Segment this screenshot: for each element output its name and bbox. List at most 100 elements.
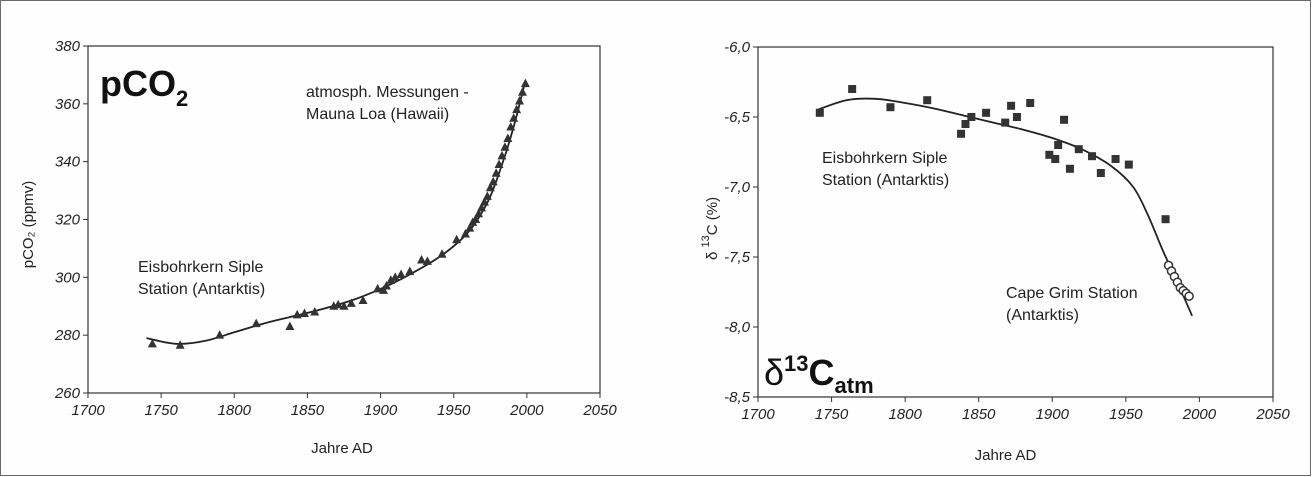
d13c-chart: 1700 1750 1800 1850 1900 1950 2000 2050 -6,0 -6,… xyxy=(700,39,1290,464)
x-tick-label: 1750 xyxy=(815,406,849,423)
x-tick-label: 1800 xyxy=(218,402,252,419)
data-point-triangle xyxy=(452,234,462,244)
data-point-triangle xyxy=(386,275,396,284)
data-point-triangle xyxy=(373,283,383,293)
data-point-triangle xyxy=(422,256,432,265)
data-point-triangle xyxy=(520,78,530,88)
data-point-triangle xyxy=(460,228,470,238)
x-tick-label: 1700 xyxy=(71,402,105,419)
annotation-mauna-loa-line-1: atmosph. Messungen - xyxy=(306,84,469,101)
data-point-triangle xyxy=(515,95,525,105)
data-point-triangle xyxy=(485,182,495,192)
data-point-triangle xyxy=(437,249,447,258)
y-tick-label: -7,0 xyxy=(724,179,751,196)
data-point-square xyxy=(1088,152,1097,161)
x-tick-label: 2050 xyxy=(582,402,617,419)
x-tick-label: 1950 xyxy=(437,402,471,419)
x-tick-label: 1750 xyxy=(144,402,178,419)
y-tick-label: 320 xyxy=(55,212,81,229)
y-tick-label: -7,5 xyxy=(724,249,751,266)
data-point-triangle xyxy=(292,309,302,319)
annotation-siple-line-1: Eisbohrkern Siple xyxy=(138,259,264,276)
x-tick-label: 2050 xyxy=(1255,406,1290,423)
data-point-triangle xyxy=(333,299,343,309)
data-point-triangle xyxy=(378,285,388,294)
x-tick-label: 1850 xyxy=(291,402,325,419)
data-point-triangle xyxy=(300,308,310,317)
data-point-triangle xyxy=(465,223,475,232)
data-point-triangle xyxy=(482,191,492,200)
data-point-triangle xyxy=(417,254,427,264)
pco2-chart-title: pCO2 xyxy=(100,63,188,111)
data-point-triangle xyxy=(346,298,356,307)
annotation-siple-line-2: Station (Antarktis) xyxy=(138,281,265,298)
data-point-square xyxy=(1096,169,1105,177)
data-point-triangle xyxy=(405,266,415,276)
data-point-triangle xyxy=(488,176,498,186)
data-point-square xyxy=(1074,145,1083,154)
x-tick-label: 1700 xyxy=(741,406,775,423)
data-point-triangle xyxy=(310,307,320,316)
x-tick-label: 1900 xyxy=(364,402,398,419)
data-point-square xyxy=(967,113,976,121)
x-tick-label: 1850 xyxy=(962,406,996,423)
data-point-square xyxy=(982,108,991,117)
pco2-chart: 1700 1750 1800 1850 1900 1950 2000 2050 380 360 3… xyxy=(20,38,617,457)
data-point-square xyxy=(1111,155,1120,163)
data-point-square xyxy=(1051,155,1060,163)
d13c-x-axis-label: Jahre AD xyxy=(975,447,1037,464)
data-point-triangle xyxy=(491,168,501,177)
annotation-siple-line-1: Eisbohrkern Siple xyxy=(822,150,948,167)
data-point-square xyxy=(1012,113,1021,121)
annotation-mauna-loa-line-2: Mauna Loa (Hawaii) xyxy=(306,106,449,123)
y-tick-label: -6,0 xyxy=(724,39,751,56)
annotation-cape-grim-line-1: Cape Grim Station xyxy=(1006,285,1138,302)
data-point-triangle xyxy=(512,104,522,114)
data-point-square xyxy=(886,103,895,112)
y-tick-label: -8,5 xyxy=(724,389,751,406)
d13c-fit-curve xyxy=(816,97,1193,317)
data-point-triangle xyxy=(497,150,507,160)
y-tick-label: 280 xyxy=(54,327,81,344)
data-point-triangle xyxy=(471,214,481,223)
data-point-square xyxy=(1065,164,1074,173)
d13c-chart-title: δ13Catm xyxy=(764,351,874,398)
data-point-square xyxy=(1007,101,1016,110)
x-tick-label: 2000 xyxy=(1182,406,1217,423)
data-point-triangle xyxy=(358,295,368,304)
data-point-triangle xyxy=(479,197,489,206)
pco2-x-axis-label: Jahre AD xyxy=(311,440,373,457)
data-point-square xyxy=(923,96,932,105)
data-point-triangle xyxy=(503,133,513,143)
data-point-triangle xyxy=(147,338,157,348)
y-tick-label: 380 xyxy=(55,38,81,55)
data-point-triangle xyxy=(494,159,504,169)
d13c-y-axis-label: δ 13C (%) xyxy=(700,197,721,260)
data-point-triangle xyxy=(175,340,185,349)
d13c-plot-area xyxy=(757,46,1274,398)
data-point-square xyxy=(1161,215,1170,224)
data-point-square xyxy=(1054,141,1063,149)
data-point-triangle xyxy=(390,272,400,281)
annotation-cape-grim-line-2: (Antarktis) xyxy=(1006,307,1079,324)
pco2-y-axis-label: pCO₂ (ppmv) xyxy=(20,181,37,269)
data-point-triangle xyxy=(509,113,519,122)
data-point-square xyxy=(1026,99,1035,107)
data-point-triangle xyxy=(339,301,349,310)
x-tick-label: 1950 xyxy=(1109,406,1143,423)
data-point-triangle xyxy=(500,142,510,151)
data-point-square xyxy=(1124,160,1133,169)
data-point-triangle xyxy=(517,87,527,96)
y-tick-label: 340 xyxy=(55,154,81,171)
data-point-triangle xyxy=(396,269,406,278)
data-point-square xyxy=(1001,118,1010,127)
y-tick-label: 360 xyxy=(55,96,81,113)
data-point-triangle xyxy=(285,321,295,330)
y-tick-label: 260 xyxy=(54,385,81,402)
data-point-triangle xyxy=(474,208,484,218)
pco2-fit-curve xyxy=(146,80,527,345)
data-point-triangle xyxy=(477,202,487,212)
x-tick-label: 1900 xyxy=(1036,406,1070,423)
data-point-square xyxy=(815,108,824,117)
data-point-square xyxy=(1060,115,1069,124)
